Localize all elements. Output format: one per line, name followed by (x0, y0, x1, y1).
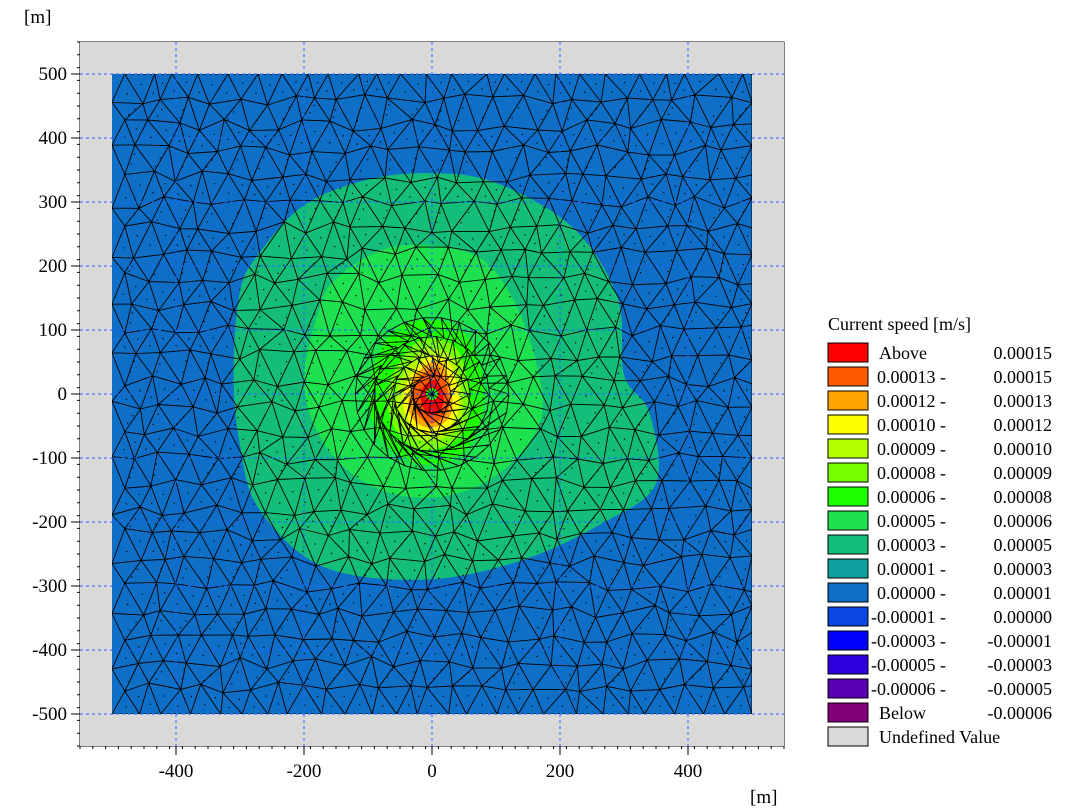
legend-swatch (827, 486, 869, 507)
legend-swatch (827, 702, 869, 723)
legend-label-right: -0.00006 (988, 703, 1053, 723)
legend-label-right: 0.00012 (994, 415, 1053, 435)
x-tick-label: 200 (546, 761, 575, 782)
y-tick-label: -300 (32, 576, 67, 597)
legend-label-left: Above (879, 343, 927, 363)
legend-label-left: -0.00006 - (871, 679, 946, 699)
legend-label-left: 0.00005 - (877, 511, 946, 531)
legend-swatch (827, 726, 869, 747)
legend-label-right: 0.00000 (994, 607, 1053, 627)
legend-label-left: 0.00013 - (877, 367, 946, 387)
legend-swatch (827, 534, 869, 555)
legend-swatch (827, 582, 869, 603)
legend-label-right: 0.00013 (994, 391, 1053, 411)
legend-label-left: -0.00003 - (871, 631, 946, 651)
legend-swatch (827, 558, 869, 579)
y-tick-label: -100 (32, 448, 67, 469)
legend-label-right: 0.00009 (994, 463, 1053, 483)
y-tick-label: -200 (32, 512, 67, 533)
legend-label-right: -0.00005 (988, 679, 1053, 699)
legend-label-right: -0.00003 (988, 655, 1053, 675)
legend-label-left: 0.00001 - (877, 559, 946, 579)
legend-label-right: 0.00006 (994, 511, 1053, 531)
legend-label-right: 0.00005 (994, 535, 1053, 555)
legend-label-left: 0.00009 - (877, 439, 946, 459)
legend-label-left: 0.00010 - (877, 415, 946, 435)
legend-swatch (827, 438, 869, 459)
legend: Current speed [m/s] Above 0.00015 0.00013 … (827, 314, 1053, 747)
legend-swatch (827, 510, 869, 531)
y-tick-label: 100 (39, 320, 68, 341)
legend-label-right: 0.00015 (994, 367, 1053, 387)
y-tick-label: -500 (32, 704, 67, 725)
legend-swatch (827, 342, 869, 363)
y-tick-label: 400 (39, 128, 68, 149)
legend-label-right: 0.00015 (994, 343, 1053, 363)
y-axis-minor-ticks (77, 41, 80, 747)
y-tick-label: 500 (39, 64, 68, 85)
x-tick-label: -400 (159, 761, 194, 782)
legend-swatch (827, 606, 869, 627)
legend-label-left: Undefined Value (879, 727, 1000, 747)
legend-label-left: Below (879, 703, 926, 723)
legend-label-left: 0.00003 - (877, 535, 946, 555)
y-tick-label: -400 (32, 640, 67, 661)
legend-swatch (827, 678, 869, 699)
legend-swatch (827, 654, 869, 675)
legend-label-left: 0.00008 - (877, 463, 946, 483)
legend-swatch (827, 630, 869, 651)
x-tick-label: 0 (427, 761, 437, 782)
x-axis-minor-ticks (79, 746, 785, 749)
legend-label-left: 0.00012 - (877, 391, 946, 411)
legend-swatch (827, 366, 869, 387)
legend-label-right: 0.00001 (994, 583, 1053, 603)
y-tick-label: 200 (39, 256, 68, 277)
x-tick-label: 400 (674, 761, 703, 782)
legend-label-left: 0.00000 - (877, 583, 946, 603)
legend-label-right: 0.00003 (994, 559, 1053, 579)
x-tick-label: -200 (287, 761, 322, 782)
legend-label-left: -0.00001 - (871, 607, 946, 627)
legend-label-left: -0.00005 - (871, 655, 946, 675)
legend-label-right: -0.00001 (988, 631, 1053, 651)
legend-label-right: 0.00008 (994, 487, 1053, 507)
mesh-lines-refined (354, 317, 510, 471)
x-axis-unit: [m] (750, 787, 777, 808)
legend-label-left: 0.00006 - (877, 487, 946, 507)
legend-label-right: 0.00010 (994, 439, 1053, 459)
legend-swatch (827, 462, 869, 483)
y-tick-label: 300 (39, 192, 68, 213)
legend-title: Current speed [m/s] (828, 314, 971, 334)
mesh-lines (112, 74, 752, 714)
legend-swatch (827, 390, 869, 411)
y-axis-unit: [m] (24, 7, 51, 28)
legend-swatch (827, 414, 869, 435)
y-tick-label: 0 (58, 384, 68, 405)
